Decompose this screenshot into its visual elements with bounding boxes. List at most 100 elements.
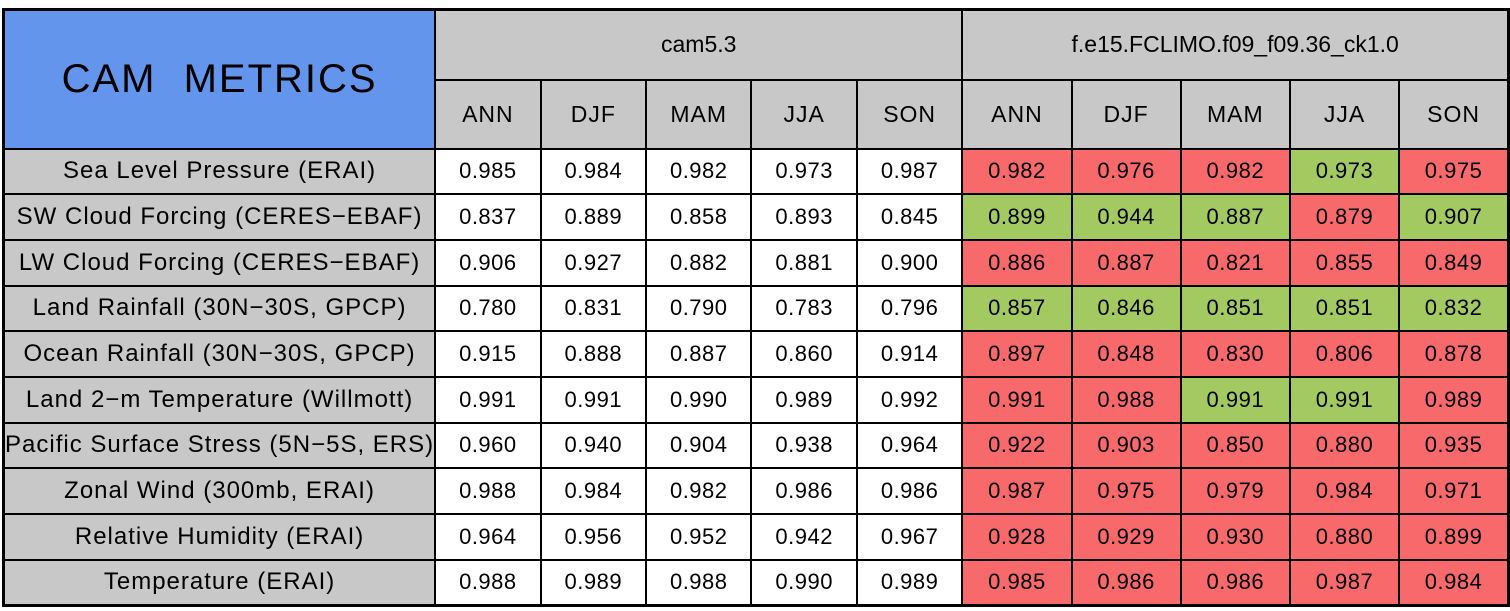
metric-row-label: Zonal Wind (300mb, ERAI) (2, 467, 437, 515)
test-value-cell: 0.846 (1070, 284, 1182, 333)
control-value-cell: 0.796 (855, 284, 964, 333)
control-value-cell: 0.982 (645, 147, 753, 196)
control-value-cell: 0.881 (750, 238, 858, 287)
control-value-cell: 0.984 (539, 467, 648, 515)
test-value-cell: 0.849 (1398, 238, 1510, 287)
test-value-cell: 0.848 (1070, 330, 1182, 378)
control-value-cell: 0.964 (434, 513, 542, 561)
metric-row-label: Sea Level Pressure (ERAI) (2, 147, 437, 196)
metric-row-label: Ocean Rainfall (30N−30S, GPCP) (2, 330, 437, 378)
control-value-cell: 0.984 (539, 147, 648, 196)
control-model-header: cam5.3 (434, 8, 964, 81)
test-value-cell: 0.973 (1288, 147, 1401, 196)
test-value-cell: 0.878 (1398, 330, 1510, 378)
test-value-cell: 0.935 (1398, 421, 1510, 470)
test-value-cell: 0.855 (1288, 238, 1401, 287)
control-value-cell: 0.960 (434, 421, 542, 470)
control-value-cell: 0.986 (855, 467, 964, 515)
model-header-row: CAM METRICS cam5.3 f.e15.FCLIMO.f09_f09.… (2, 8, 1510, 150)
control-value-cell: 0.989 (855, 558, 964, 607)
test-value-cell: 0.897 (961, 330, 1073, 378)
test-value-cell: 0.879 (1288, 193, 1401, 241)
metrics-table: CAM METRICS cam5.3 f.e15.FCLIMO.f09_f09.… (2, 8, 1510, 607)
table-row: Land Rainfall (30N−30S, GPCP) 0.780 0.831 0… (2, 284, 1510, 333)
metric-row-label: Relative Humidity (ERAI) (2, 513, 437, 561)
test-value-cell: 0.986 (1070, 558, 1182, 607)
season-header-group0-son: SON (855, 78, 964, 150)
test-value-cell: 0.930 (1179, 513, 1291, 561)
test-value-cell: 0.986 (1179, 558, 1291, 607)
test-value-cell: 0.975 (1070, 467, 1182, 515)
test-value-cell: 0.928 (961, 513, 1073, 561)
test-value-cell: 0.830 (1179, 330, 1291, 378)
control-value-cell: 0.893 (750, 193, 858, 241)
test-value-cell: 0.851 (1288, 284, 1401, 333)
test-value-cell: 0.806 (1288, 330, 1401, 378)
control-value-cell: 0.887 (645, 330, 753, 378)
control-value-cell: 0.940 (539, 421, 648, 470)
season-header-row: ANN DJF MAM JJA SON ANN DJF MAM JJA SON (4, 78, 1510, 150)
control-value-cell: 0.992 (855, 375, 964, 424)
control-value-cell: 0.831 (539, 284, 648, 333)
test-value-cell: 0.985 (961, 558, 1073, 607)
test-value-cell: 0.886 (961, 238, 1073, 287)
control-value-cell: 0.783 (750, 284, 858, 333)
metric-row-label: Temperature (ERAI) (2, 558, 437, 607)
control-value-cell: 0.904 (645, 421, 753, 470)
test-value-cell: 0.987 (961, 467, 1073, 515)
test-value-cell: 0.887 (1179, 193, 1291, 241)
test-value-cell: 0.976 (1070, 147, 1182, 196)
control-value-cell: 0.988 (434, 467, 542, 515)
test-value-cell: 0.991 (961, 375, 1073, 424)
test-value-cell: 0.987 (1288, 558, 1401, 607)
season-header-group1-ann: ANN (961, 78, 1073, 150)
test-value-cell: 0.903 (1070, 421, 1182, 470)
test-value-cell: 0.821 (1179, 238, 1291, 287)
control-value-cell: 0.991 (539, 375, 648, 424)
test-value-cell: 0.984 (1398, 558, 1510, 607)
control-value-cell: 0.991 (434, 375, 542, 424)
control-value-cell: 0.985 (434, 147, 542, 196)
season-header-group1-jja: JJA (1288, 78, 1401, 150)
test-value-cell: 0.988 (1070, 375, 1182, 424)
control-value-cell: 0.790 (645, 284, 753, 333)
test-value-cell: 0.984 (1288, 467, 1401, 515)
control-value-cell: 0.990 (750, 558, 858, 607)
control-value-cell: 0.906 (434, 238, 542, 287)
control-value-cell: 0.987 (855, 147, 964, 196)
test-value-cell: 0.922 (961, 421, 1073, 470)
control-value-cell: 0.964 (855, 421, 964, 470)
test-value-cell: 0.832 (1398, 284, 1510, 333)
control-value-cell: 0.888 (539, 330, 648, 378)
metric-row-label: SW Cloud Forcing (CERES−EBAF) (2, 193, 437, 241)
metric-row-label: LW Cloud Forcing (CERES−EBAF) (2, 238, 437, 287)
control-value-cell: 0.780 (434, 284, 542, 333)
season-header-group1-son: SON (1398, 78, 1510, 150)
metric-row-label: Pacific Surface Stress (5N−5S, ERS) (2, 421, 437, 470)
table-row: LW Cloud Forcing (CERES−EBAF) 0.906 0.927 0… (2, 238, 1510, 287)
test-value-cell: 0.991 (1179, 375, 1291, 424)
control-value-cell: 0.952 (645, 513, 753, 561)
control-value-cell: 0.900 (855, 238, 964, 287)
control-value-cell: 0.989 (539, 558, 648, 607)
control-value-cell: 0.915 (434, 330, 542, 378)
season-header-group0-djf: DJF (539, 78, 648, 150)
control-value-cell: 0.837 (434, 193, 542, 241)
control-value-cell: 0.956 (539, 513, 648, 561)
test-value-cell: 0.982 (1179, 147, 1291, 196)
table-row: Sea Level Pressure (ERAI) 0.985 0.984 0.982… (2, 147, 1510, 196)
season-header-group1-djf: DJF (1070, 78, 1182, 150)
test-value-cell: 0.929 (1070, 513, 1182, 561)
test-value-cell: 0.899 (961, 193, 1073, 241)
control-value-cell: 0.927 (539, 238, 648, 287)
table-row: Zonal Wind (300mb, ERAI) 0.988 0.984 0.982 0… (2, 467, 1510, 515)
control-value-cell: 0.988 (434, 558, 542, 607)
test-value-cell: 0.880 (1288, 421, 1401, 470)
season-header-group1-mam: MAM (1179, 78, 1291, 150)
control-value-cell: 0.914 (855, 330, 964, 378)
control-value-cell: 0.889 (539, 193, 648, 241)
test-value-cell: 0.971 (1398, 467, 1510, 515)
control-value-cell: 0.990 (645, 375, 753, 424)
season-header-group0-ann: ANN (434, 78, 542, 150)
